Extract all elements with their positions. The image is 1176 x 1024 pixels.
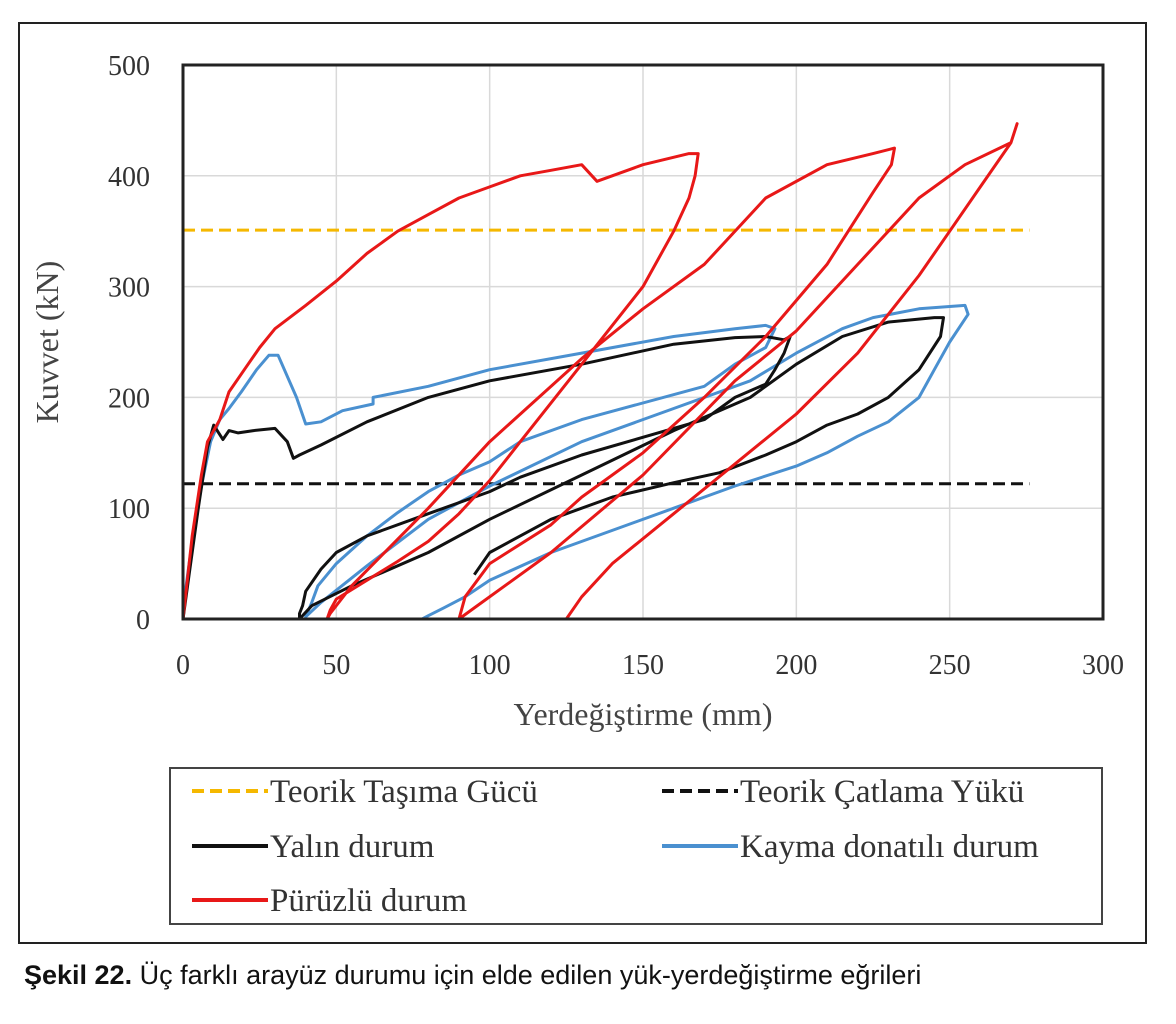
x-tick-label: 100 [469,650,511,681]
y-tick-label: 100 [108,494,150,525]
x-tick-label: 200 [775,650,817,681]
axis-ticks: 0 50 100 150 200 250 300 0 100 200 300 400 500 [108,51,1124,681]
x-tick-label: 250 [929,650,971,681]
x-tick-label: 150 [622,650,664,681]
x-tick-label: 300 [1082,650,1124,681]
x-tick-label: 0 [176,650,190,681]
y-tick-label: 0 [136,605,150,636]
y-tick-label: 300 [108,273,150,304]
figure-caption-text: Üç farklı arayüz durumu için elde edilen… [139,960,922,990]
figure-caption: Şekil 22. Üç farklı arayüz durumu için e… [24,960,921,991]
series-line-5 [181,122,1019,621]
legend: Teorik Taşıma Gücü Teorik Çatlama Yükü Yal… [192,774,1039,919]
y-tick-label: 500 [108,51,150,82]
legend-label: Pürüzlü durum [270,883,467,919]
series-line-3 [181,303,970,621]
series-line-4 [181,316,945,621]
y-tick-label: 200 [108,383,150,414]
y-axis-title: Kuvvet (kN) [29,261,65,424]
figure-caption-label: Şekil 22. [24,960,133,990]
legend-label: Teorik Çatlama Yükü [740,774,1024,810]
y-tick-label: 400 [108,162,150,193]
legend-label: Kayma donatılı durum [740,829,1039,865]
x-axis-title: Yerdeğiştirme (mm) [514,696,773,732]
legend-box [169,767,1103,925]
chart-series-group [181,122,1030,621]
legend-label: Teorik Taşıma Gücü [270,774,538,810]
x-tick-label: 50 [322,650,350,681]
plot-area-border [181,63,1105,621]
legend-label: Yalın durum [270,829,435,865]
